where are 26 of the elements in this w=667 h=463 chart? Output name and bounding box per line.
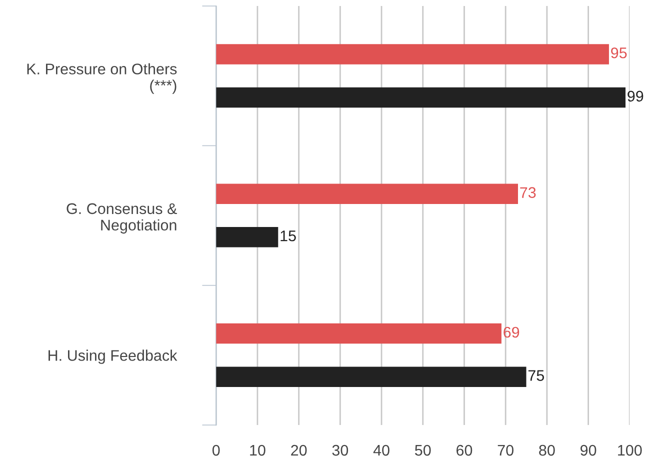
- y-tick-label: G. Consensus & Negotiation: [66, 203, 177, 234]
- x-tick-label: 90: [580, 444, 596, 456]
- data-label: 75: [528, 370, 544, 381]
- x-tick-label: 0: [212, 444, 220, 456]
- bar: [216, 323, 502, 344]
- x-tick-label: 60: [456, 444, 472, 456]
- bar: [216, 184, 518, 204]
- x-tick-label: 50: [414, 444, 431, 456]
- x-tick-label: 40: [373, 444, 390, 456]
- y-tick-label: H. Using Feedback: [48, 350, 178, 364]
- y-tick-label: K. Pressure on Others (***): [27, 63, 177, 94]
- x-tick-label: 20: [291, 444, 307, 456]
- data-label: 99: [628, 90, 644, 102]
- x-tick-label: 100: [618, 444, 642, 456]
- data-label: 73: [520, 187, 536, 198]
- x-tick-label: 70: [498, 444, 514, 456]
- bar: [216, 366, 526, 387]
- x-tick-label: 30: [332, 444, 348, 456]
- bar: [216, 87, 626, 108]
- bar: [216, 44, 609, 64]
- x-tick-label: 80: [539, 444, 555, 456]
- data-label: 69: [504, 326, 520, 338]
- data-label: 95: [611, 47, 627, 58]
- bar: [216, 227, 278, 248]
- x-tick-label: 10: [250, 444, 266, 456]
- data-label: 15: [280, 230, 296, 242]
